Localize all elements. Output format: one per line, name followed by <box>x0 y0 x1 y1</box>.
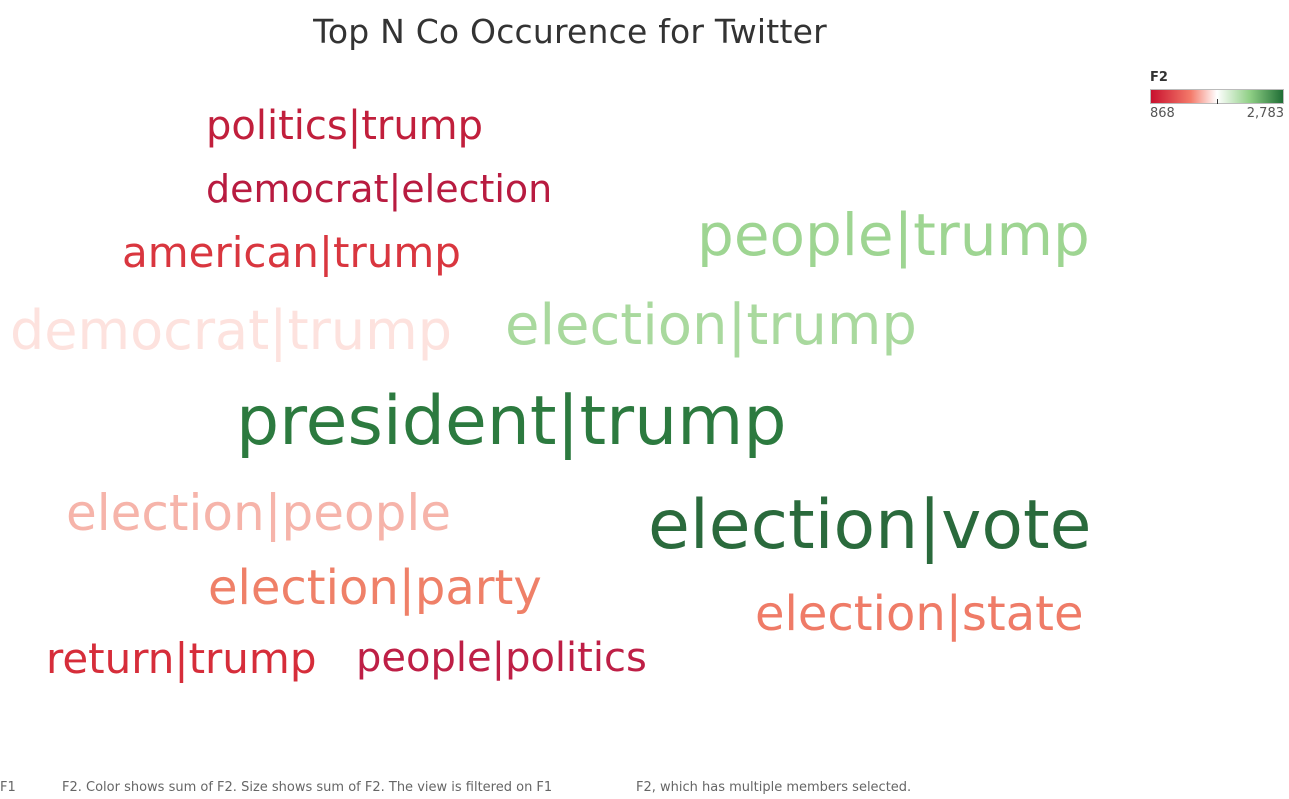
word-election-state[interactable]: election|state <box>755 586 1084 642</box>
legend-midpoint-tick <box>1217 99 1218 104</box>
word-democrat-trump[interactable]: democrat|trump <box>10 299 452 362</box>
legend-min-label: 868 <box>1150 106 1175 121</box>
word-people-politics[interactable]: people|politics <box>356 635 647 681</box>
caption-part-3: F2, which has multiple members selected. <box>636 780 912 795</box>
word-people-trump[interactable]: people|trump <box>697 201 1090 269</box>
caption-part-1: F1 <box>0 780 16 795</box>
word-president-trump[interactable]: president|trump <box>236 382 787 461</box>
legend-max-label: 2,783 <box>1246 106 1284 121</box>
word-election-people[interactable]: election|people <box>66 484 452 542</box>
word-return-trump[interactable]: return|trump <box>46 634 317 683</box>
word-politics-trump[interactable]: politics|trump <box>206 103 484 149</box>
word-democrat-election[interactable]: democrat|election <box>206 167 553 211</box>
word-cloud: politics|trump democrat|election america… <box>10 103 1092 683</box>
caption-part-2: F2. Color shows sum of F2. Size shows su… <box>62 780 553 795</box>
word-election-party[interactable]: election|party <box>208 560 542 616</box>
word-american-trump[interactable]: american|trump <box>122 228 461 277</box>
word-election-trump[interactable]: election|trump <box>505 293 917 358</box>
color-legend[interactable]: F2 868 2,783 <box>1150 70 1289 121</box>
legend-title: F2 <box>1150 70 1168 85</box>
word-election-vote[interactable]: election|vote <box>648 486 1092 565</box>
legend-gradient-bar <box>1150 89 1284 104</box>
chart-title: Top N Co Occurence for Twitter <box>313 12 827 51</box>
